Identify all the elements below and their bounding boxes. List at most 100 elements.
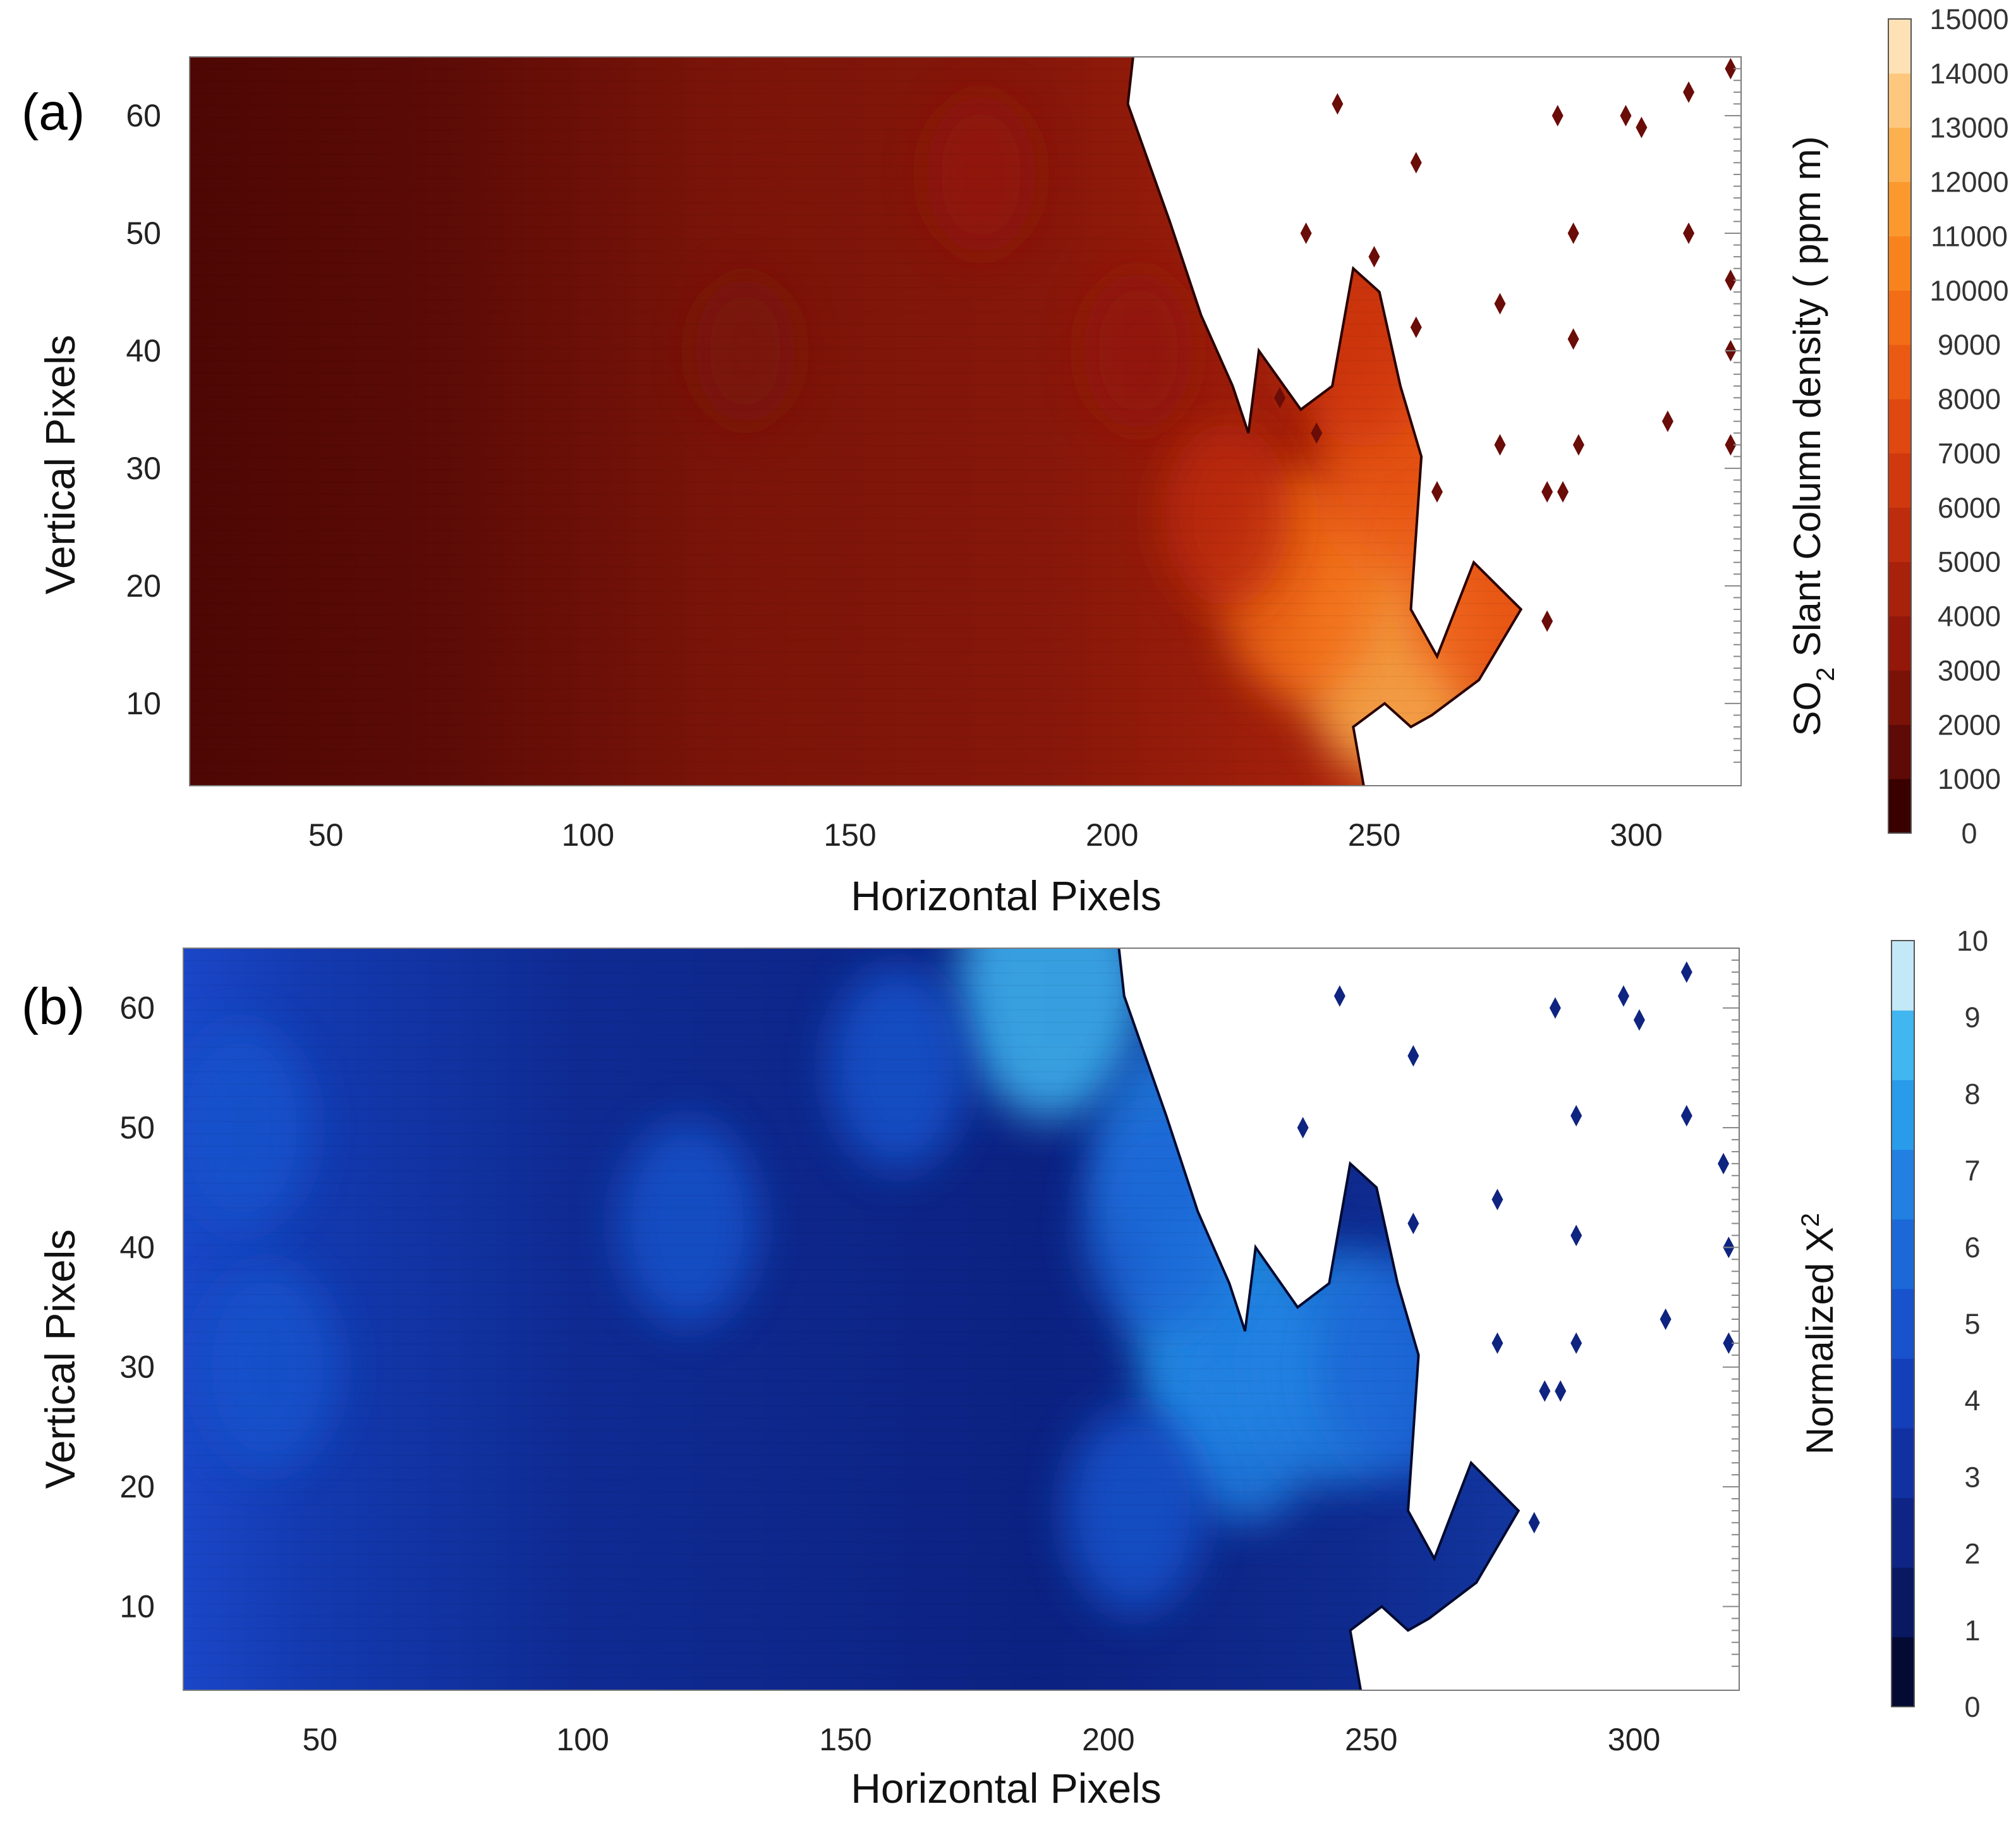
so2-colorbar-tick-label: 2000 <box>1938 709 2001 741</box>
chi2-isolated-point <box>1618 985 1630 1007</box>
so2-hotspot <box>1165 424 1290 607</box>
chi2-isolated-point <box>1555 1380 1567 1402</box>
chi2-hotspot <box>617 1121 758 1326</box>
chi2-hotspot <box>957 948 1144 1119</box>
so2-x-tick-label: 50 <box>308 817 344 853</box>
so2-colorbar-tick-label: 4000 <box>1938 601 2001 633</box>
chi2-x-tick-label: 250 <box>1345 1722 1397 1757</box>
so2-hotspot <box>1404 477 1521 695</box>
chi2-hotspot <box>1064 1408 1205 1613</box>
so2-isolated-point <box>1620 104 1632 126</box>
chi2-isolated-point <box>1528 1511 1540 1533</box>
chi2-colorbar-segment <box>1892 1637 1914 1707</box>
chi2-isolated-point <box>1491 1332 1503 1354</box>
chi2-y-tick-label: 60 <box>119 991 155 1026</box>
so2-plume-edge <box>1126 56 1523 786</box>
chi2-isolated-point <box>1297 1117 1309 1139</box>
so2-colorbar-title-subscript: 2 <box>1812 668 1840 681</box>
so2-colorbar-segment <box>1888 399 1911 454</box>
chi2-y-tick-label: 30 <box>119 1350 155 1385</box>
so2-colorbar-title-suffix: Slant Column density ( ppm m) <box>1786 136 1828 667</box>
so2-isolated-point <box>1551 104 1564 126</box>
chi2-colorbar-tick-label: 7 <box>1964 1155 1980 1187</box>
so2-isolated-point <box>1725 434 1737 456</box>
so2-isolated-point <box>1410 316 1422 338</box>
so2-isolated-point <box>1311 422 1323 444</box>
chi2-colorbar-tick-label: 5 <box>1964 1308 1980 1340</box>
chi2-isolated-point <box>1407 1045 1419 1067</box>
so2-isolated-point <box>1572 434 1584 456</box>
chi2-colorbar-segment <box>1892 1080 1914 1150</box>
so2-x-tick-label: 250 <box>1348 817 1400 853</box>
so2-colorbar-segment <box>1888 127 1911 183</box>
so2-isolated-point <box>1557 481 1569 503</box>
chi2-isolated-point <box>1633 1009 1645 1031</box>
so2-colorbar-tick-label: 14000 <box>1929 58 2008 90</box>
so2-isolated-point <box>1725 58 1737 80</box>
chi2-isolated-points <box>1117 948 1735 1691</box>
chi2-colorbar-segment <box>1892 1010 1914 1080</box>
so2-colorbar-segment <box>1888 724 1911 779</box>
chi2-isolated-point <box>1718 1152 1730 1174</box>
chi2-isolated-point <box>1570 1224 1582 1247</box>
so2-colorbar-segment <box>1888 453 1911 508</box>
so2-colorbar-segment <box>1888 290 1911 345</box>
chi2-y-tick-label: 40 <box>119 1229 155 1265</box>
panel-b-y-axis-title: Vertical Pixels <box>37 1229 83 1489</box>
so2-isolated-point <box>1494 434 1506 456</box>
chi2-isolated-point <box>1660 1308 1672 1330</box>
so2-colorbar-tick-label: 9000 <box>1938 329 2001 361</box>
chi2-colorbar-tick-label: 8 <box>1964 1078 1980 1110</box>
so2-x-tick-label: 100 <box>562 817 614 853</box>
chi2-colorbar-title-superscript: 2 <box>1797 1213 1825 1227</box>
so2-y-tick-label: 50 <box>126 216 161 251</box>
so2-colorbar-tick-label: 0 <box>1961 817 1977 850</box>
so2-isolated-point <box>1567 222 1579 244</box>
chi2-colorbar-segment <box>1892 1497 1914 1568</box>
so2-isolated-point <box>1683 222 1695 244</box>
chi2-colorbar-tick-label: 10 <box>1957 925 1988 957</box>
so2-y-tick-label: 30 <box>126 451 161 486</box>
chi2-isolated-point <box>1333 985 1345 1007</box>
chi2-colorbar-segment <box>1892 1219 1914 1290</box>
so2-isolated-point <box>1431 481 1443 503</box>
chi2-heatmap-field <box>183 948 1519 1690</box>
chi2-y-tick-label: 20 <box>119 1469 155 1504</box>
chi2-hotspot <box>197 1265 338 1470</box>
so2-isolated-point <box>1661 410 1673 432</box>
so2-isolated-point <box>1683 81 1695 103</box>
so2-isolated-point <box>1725 269 1737 291</box>
chi2-colorbar-frame <box>1891 940 1915 1707</box>
so2-colorbar: 0 1000 2000 3000 4000 5000 6000 7000 8000 9000 100… <box>1888 3 2009 850</box>
so2-colorbar-segment <box>1888 73 1911 128</box>
panel-a-y-axis-title: Vertical Pixels <box>37 335 83 595</box>
so2-isolated-points <box>1126 56 1737 786</box>
chi2-plume-edge <box>1117 948 1521 1691</box>
so2-isolated-point <box>1541 610 1553 632</box>
chi2-isolated-point <box>1680 961 1692 983</box>
so2-isolated-point <box>1636 116 1648 138</box>
so2-colorbar-tick-label: 15000 <box>1929 3 2008 35</box>
chi2-colorbar-segment <box>1892 1358 1914 1429</box>
chi2-colorbar-tick-label: 2 <box>1964 1538 1980 1570</box>
chi2-colorbar-segment <box>1892 1428 1914 1498</box>
so2-colorbar-segment <box>1888 236 1911 291</box>
chi2-colorbar-tick-label: 1 <box>1964 1614 1980 1647</box>
so2-isolated-point <box>1541 481 1553 503</box>
so2-heatmap-field <box>190 57 1521 786</box>
so2-x-tick-label: 300 <box>1610 817 1662 853</box>
chi2-y-tick-label: 50 <box>119 1110 155 1145</box>
so2-colorbar-segment <box>1888 181 1911 236</box>
so2-x-tick-label: 150 <box>823 817 876 853</box>
chi2-hotspot <box>1327 1257 1479 1478</box>
so2-y-tick-label: 60 <box>126 98 161 133</box>
so2-isolated-point <box>1368 246 1380 268</box>
so2-colorbar-tick-label: 6000 <box>1938 492 2001 524</box>
panel-label-b: (b) <box>21 978 85 1035</box>
panel-b-x-axis-title: Horizontal Pixels <box>851 1765 1162 1812</box>
panel-b-axes: 50 100 150 200 250 300 10 20 30 40 50 60 <box>119 948 1740 1757</box>
chi2-isolated-point <box>1491 1188 1503 1210</box>
so2-hotspot <box>1084 272 1193 430</box>
so2-x-tick-label: 200 <box>1086 817 1138 853</box>
